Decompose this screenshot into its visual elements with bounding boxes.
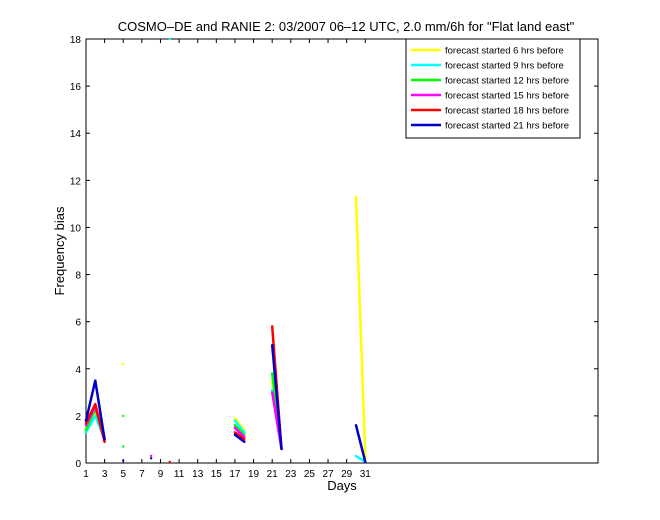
- series-line: [354, 424, 367, 464]
- x-tick-label: 11: [174, 469, 185, 480]
- x-tick-label: 1: [83, 469, 89, 480]
- y-tick-label: 4: [75, 365, 81, 376]
- y-tick-label: 12: [70, 176, 82, 187]
- y-tick-label: 8: [75, 271, 81, 282]
- x-axis-label: Days: [327, 478, 357, 493]
- axes: 1 3 5 7 9 11 13 15 17 19 21 23 25 27 29 310246810121416…: [70, 35, 598, 480]
- data-point: [168, 460, 171, 464]
- y-tick-label: 18: [70, 35, 82, 46]
- y-tick-label: 2: [75, 412, 81, 423]
- data-point: [122, 414, 125, 418]
- y-axis-label: Frequency bias: [52, 206, 67, 295]
- x-tick-label: 19: [248, 469, 260, 480]
- y-tick-label: 6: [75, 318, 81, 329]
- data-point: [122, 362, 125, 366]
- x-tick-label: 25: [304, 469, 316, 480]
- legend-label: forecast started 9 hrs before: [445, 61, 564, 72]
- x-tick-label: 5: [120, 469, 126, 480]
- series-line: [354, 195, 367, 460]
- legend-label: forecast started 6 hrs before: [445, 46, 564, 57]
- series-line: [233, 419, 246, 434]
- data-point: [168, 37, 171, 41]
- series-group: [84, 343, 367, 464]
- series-line: [233, 426, 246, 439]
- series-line: [233, 424, 246, 436]
- legend: forecast started 6 hrs before forecast st…: [405, 38, 581, 139]
- x-tick-label: 15: [211, 469, 223, 480]
- x-tick-label: 31: [360, 469, 372, 480]
- y-tick-label: 10: [70, 223, 82, 234]
- legend-label: forecast started 21 hrs before: [445, 121, 569, 132]
- series-line: [270, 343, 283, 451]
- x-tick-label: 7: [139, 469, 145, 480]
- x-tick-label: 9: [158, 469, 164, 480]
- chart-title: COSMO–DE and RANIE 2: 03/2007 06–12 UTC,…: [118, 19, 575, 34]
- series-line: [84, 402, 106, 444]
- series-line: [233, 433, 246, 444]
- x-tick-label: 3: [102, 469, 108, 480]
- x-tick-label: 17: [229, 469, 241, 480]
- data-point: [122, 445, 125, 448]
- x-tick-label: 29: [341, 469, 353, 480]
- series-line: [354, 454, 367, 464]
- x-tick-label: 21: [267, 469, 279, 480]
- series-line: [84, 379, 106, 441]
- series-line: [233, 431, 246, 441]
- data-point: [122, 459, 125, 462]
- data-point: [149, 454, 153, 458]
- x-tick-label: 27: [322, 469, 334, 480]
- series-line: [233, 416, 246, 432]
- x-tick-label: 23: [285, 469, 297, 480]
- legend-label: forecast started 18 hrs before: [445, 106, 569, 117]
- data-point: [149, 457, 153, 460]
- series-layer: [84, 37, 367, 464]
- legend-box: [405, 38, 581, 139]
- y-tick-label: 14: [70, 129, 82, 140]
- y-tick-label: 0: [75, 459, 81, 470]
- legend-label: forecast started 12 hrs before: [445, 76, 569, 87]
- legend-label: forecast started 15 hrs before: [445, 91, 569, 102]
- y-tick-label: 16: [70, 82, 82, 93]
- x-tick-label: 13: [192, 469, 204, 480]
